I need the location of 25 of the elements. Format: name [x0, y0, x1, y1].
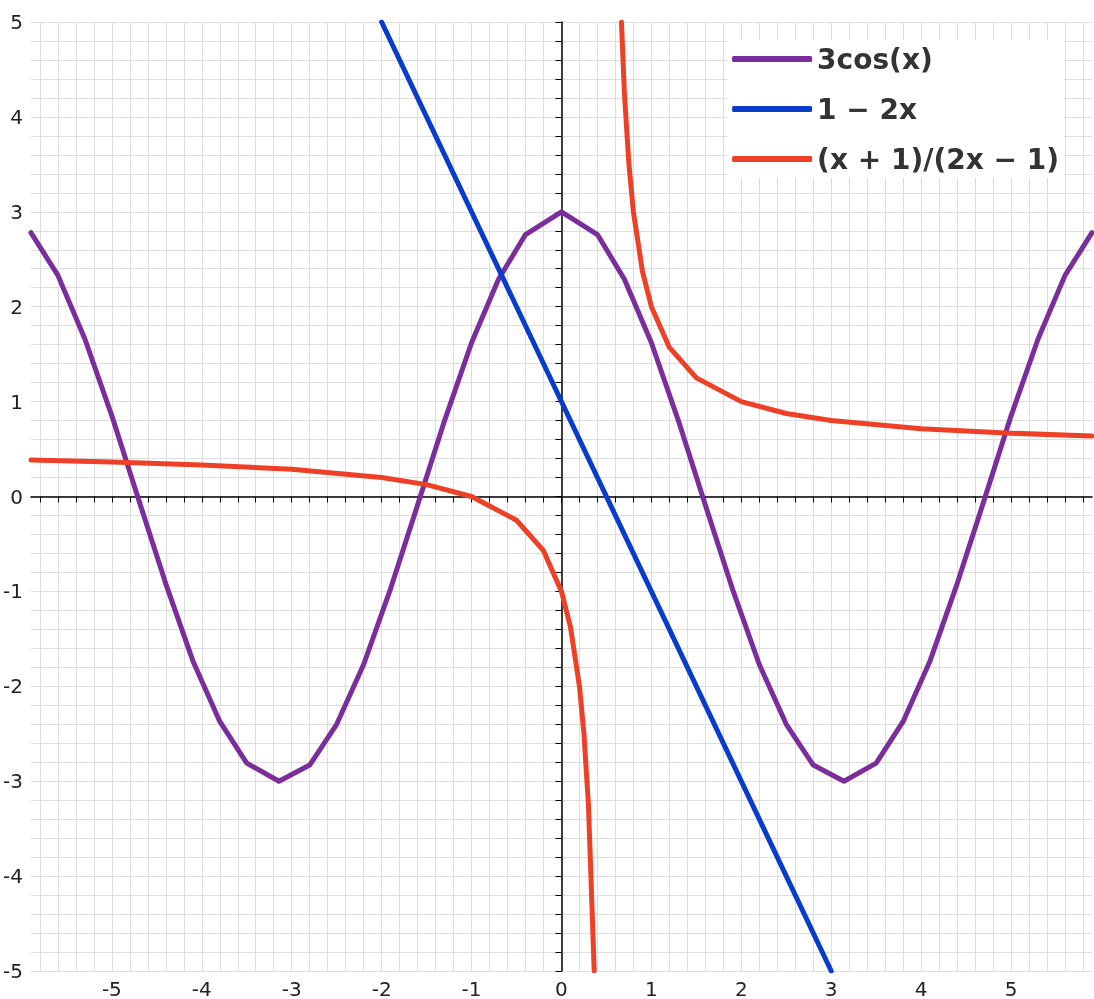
- legend-label: 3cos(x): [817, 42, 933, 76]
- x-tick-label: -2: [371, 977, 392, 999]
- x-tick-label: 3: [824, 977, 838, 999]
- y-tick-label: 1: [10, 389, 23, 414]
- x-tick-label: 0: [555, 977, 568, 999]
- y-tick-label: 4: [10, 104, 23, 129]
- y-tick-label: -3: [2, 769, 23, 794]
- y-tick-label: -5: [2, 959, 23, 983]
- x-tick-label: 1: [645, 977, 658, 999]
- legend-label: (x + 1)/(2x − 1): [817, 142, 1060, 176]
- y-tick-label: -4: [2, 864, 23, 889]
- y-tick-label: -1: [2, 579, 23, 604]
- x-tick-label: -5: [101, 977, 122, 999]
- x-tick-label: -4: [191, 977, 212, 999]
- y-tick-label: 5: [10, 10, 23, 34]
- y-tick-label: 0: [10, 484, 23, 509]
- x-tick-label: 2: [734, 977, 748, 999]
- x-tick-label: -1: [461, 977, 482, 999]
- legend-label: 1 − 2x: [817, 92, 918, 126]
- x-tick-label: -3: [281, 977, 302, 999]
- x-tick-label: 4: [914, 977, 928, 999]
- x-tick-label: 5: [1004, 977, 1018, 999]
- y-tick-label: -2: [2, 674, 23, 699]
- y-tick-label: 3: [10, 199, 23, 224]
- y-tick-label: 2: [10, 294, 23, 319]
